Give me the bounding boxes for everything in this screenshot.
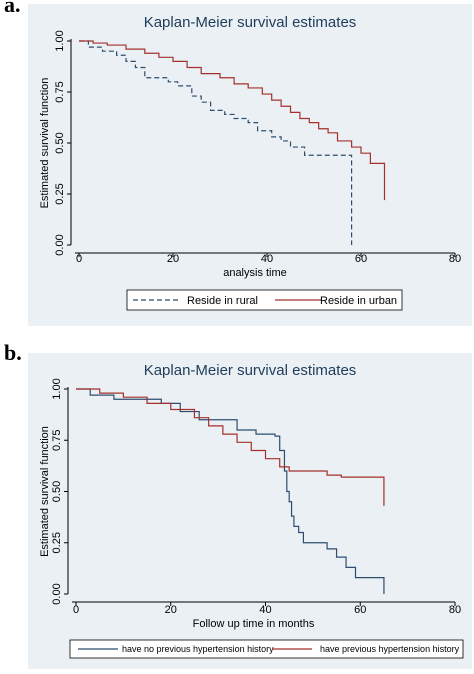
chart-title: Kaplan-Meier survival estimates — [144, 14, 357, 31]
x-tick-label: 40 — [259, 604, 271, 616]
panel-label-b: b. — [4, 340, 22, 365]
x-tick-label: 20 — [165, 604, 177, 616]
series-line-2 — [76, 388, 385, 506]
y-axis-label: Estimated survival function — [39, 426, 51, 557]
legend-label-2: have previous hypertension history — [320, 644, 460, 654]
x-tick-label: 0 — [73, 604, 79, 616]
x-axis-label: analysis time — [223, 267, 287, 279]
legend-label-2: Reside in urban — [320, 295, 397, 307]
chart-title: Kaplan-Meier survival estimates — [144, 362, 357, 379]
y-tick-label: 0.25 — [54, 183, 66, 204]
x-tick-label: 60 — [354, 604, 366, 616]
chart-panel-background — [28, 4, 472, 326]
chart-a: Kaplan-Meier survival estimates 0 20 40 60 80… — [28, 4, 472, 326]
y-tick-label: 0.50 — [51, 481, 63, 502]
legend-box — [69, 639, 464, 659]
legend-label-1: Reside in rural — [187, 295, 258, 307]
series-line-1 — [76, 388, 385, 594]
x-tick-label: 80 — [449, 604, 461, 616]
y-axis-label: Estimated survival function — [39, 78, 51, 209]
x-tick-label: 20 — [167, 253, 179, 265]
y-tick-label: 0.50 — [54, 132, 66, 153]
series-line-2 — [79, 40, 386, 201]
chart-b: Kaplan-Meier survival estimates 0 20 40 60 80… — [28, 353, 472, 669]
y-tick-label: 1.00 — [51, 378, 63, 399]
y-tick-label: 0.75 — [51, 430, 63, 451]
x-tick-label: 0 — [76, 253, 82, 265]
y-tick-label: 0.25 — [51, 532, 63, 553]
y-tick-label: 0.75 — [54, 81, 66, 102]
panel-label-a: a. — [4, 0, 21, 17]
x-tick-label: 80 — [449, 253, 461, 265]
legend-box — [126, 289, 403, 311]
legend-label-1: have no previous hypertension history — [122, 644, 274, 654]
series-line-1 — [79, 40, 353, 245]
y-tick-label: 0.00 — [51, 583, 63, 604]
y-tick-label: 0.00 — [54, 234, 66, 255]
y-tick-label: 1.00 — [54, 30, 66, 51]
chart-panel-background — [28, 353, 472, 669]
x-tick-label: 40 — [261, 253, 273, 265]
x-axis-label: Follow up time in months — [193, 618, 315, 630]
x-tick-label: 60 — [355, 253, 367, 265]
